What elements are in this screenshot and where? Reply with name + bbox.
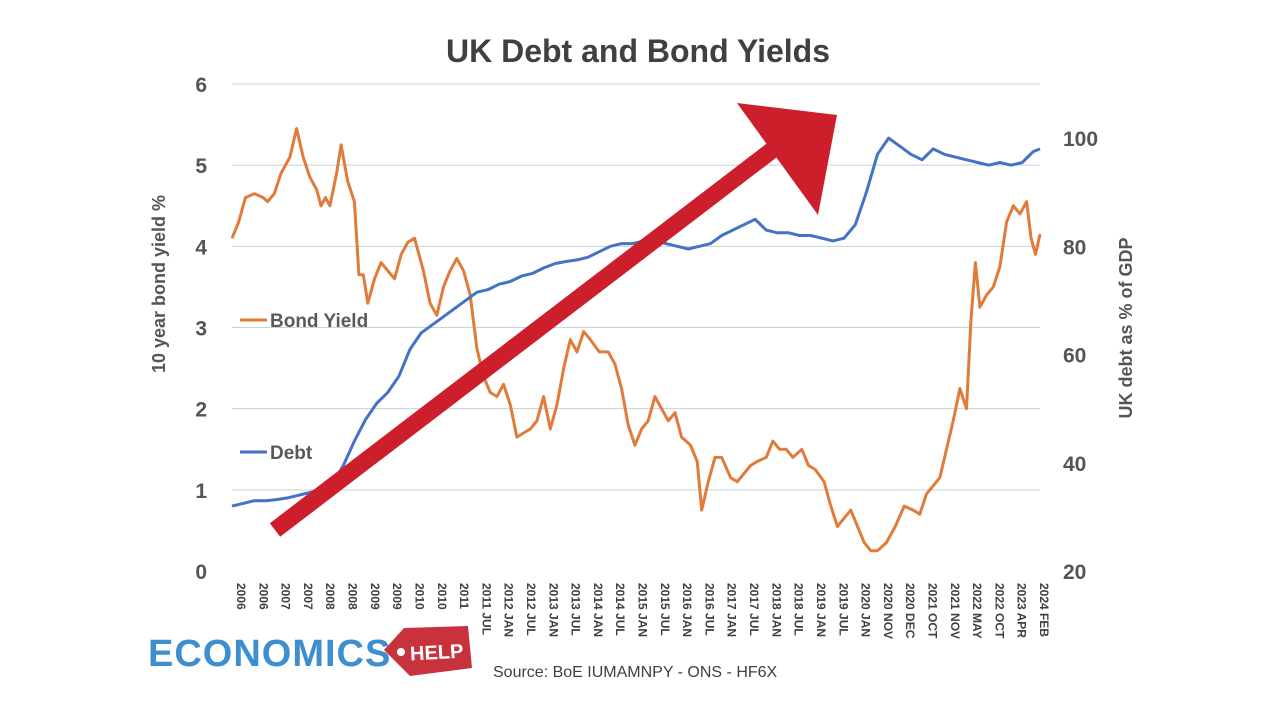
legend-label-debt: Debt xyxy=(270,443,313,464)
x-tick-label: 2020 JAN xyxy=(859,583,873,637)
left-tick-label: 6 xyxy=(195,74,207,97)
x-tick-label: 2021 NOV xyxy=(948,583,962,639)
x-tick-label: 2014 JUL xyxy=(613,583,627,636)
right-tick-label: 80 xyxy=(1063,236,1086,259)
x-tick-label: 2013 JAN xyxy=(546,583,560,637)
x-tick-label: 2007 xyxy=(301,583,315,610)
x-tick-label: 2009 xyxy=(368,583,382,610)
left-tick-label: 4 xyxy=(195,236,207,259)
x-tick-label: 2022 MAY xyxy=(970,583,984,639)
right-axis-title: UK debt as % of GDP xyxy=(1116,237,1136,418)
x-tick-label: 2012 JAN xyxy=(502,583,516,637)
x-tick-label: 2018 JAN xyxy=(769,583,783,637)
legend-debt: Debt xyxy=(240,443,313,464)
x-tick-label: 2007 xyxy=(279,583,293,610)
left-tick-label: 3 xyxy=(195,318,207,341)
left-tick-label: 0 xyxy=(195,561,207,584)
x-tick-label: 2012 JUL xyxy=(524,583,538,636)
x-tick-label: 2008 xyxy=(323,583,337,610)
left-tick-label: 2 xyxy=(195,399,207,422)
x-tick-label: 2008 xyxy=(346,583,360,610)
x-tick-label: 2021 OCT xyxy=(926,583,940,639)
source-note: Source: BoE IUMAMNPY - ONS - HF6X xyxy=(493,664,778,681)
left-axis-title: 10 year bond yield % xyxy=(149,195,169,373)
x-tick-label: 2015 JUL xyxy=(658,583,672,636)
x-tick-label: 2022 OCT xyxy=(992,583,1006,639)
left-tick-label: 1 xyxy=(195,480,207,503)
right-tick-label: 20 xyxy=(1063,561,1086,584)
x-tick-label: 2016 JAN xyxy=(680,583,694,637)
trend-arrow xyxy=(269,103,837,537)
right-tick-label: 100 xyxy=(1063,128,1098,151)
x-tick-label: 2017 JAN xyxy=(725,583,739,637)
x-tick-label: 2017 JUL xyxy=(747,583,761,636)
x-tick-label: 2016 JUL xyxy=(702,583,716,636)
logo-tag-hole xyxy=(397,648,405,656)
legend-bond-yield: Bond Yield xyxy=(240,311,368,332)
right-axis-ticks: 20 40 60 80 100 xyxy=(1063,128,1098,584)
x-tick-label: 2024 FEB xyxy=(1037,583,1051,637)
right-tick-label: 40 xyxy=(1063,453,1086,476)
x-tick-label: 2014 JAN xyxy=(591,583,605,637)
series-group xyxy=(230,127,1042,553)
right-tick-label: 60 xyxy=(1063,345,1086,368)
x-tick-label: 2010 xyxy=(412,583,426,610)
x-tick-label: 2020 DEC xyxy=(903,583,917,639)
legend-label-bond-yield: Bond Yield xyxy=(270,311,368,332)
x-tick-label: 2013 JUL xyxy=(569,583,583,636)
x-tick-label: 2011 JUL xyxy=(479,583,493,635)
x-tick-label: 2006 xyxy=(256,583,270,610)
logo-tag-text: HELP xyxy=(410,641,464,666)
x-tick-label: 2019 JAN xyxy=(814,583,828,637)
logo-main-text: ECONOMICS xyxy=(148,633,391,675)
x-tick-label: 2023 APR xyxy=(1015,583,1029,638)
x-tick-label: 2018 JUL xyxy=(792,583,806,636)
logo-tag-shape xyxy=(384,626,472,676)
x-tick-label: 2006 xyxy=(234,583,248,610)
x-tick-label: 2015 JAN xyxy=(636,583,650,637)
x-axis-ticks: 2006 2006 2007 2007 2008 2008 2009 2009 2010 2010… xyxy=(234,583,1051,639)
x-tick-label: 2019 JUL xyxy=(836,583,850,636)
chart-title: UK Debt and Bond Yields xyxy=(446,33,830,69)
x-tick-label: 2020 NOV xyxy=(881,583,895,639)
left-axis-ticks: 0 1 2 3 4 5 6 xyxy=(195,74,207,584)
x-tick-label: 2010 xyxy=(435,583,449,610)
grid-lines xyxy=(232,83,1040,491)
x-tick-label: 2011 xyxy=(457,583,471,609)
series-line-bond-yield xyxy=(230,127,1042,553)
economics-help-logo: ECONOMICS HELP xyxy=(148,626,472,676)
x-tick-label: 2009 xyxy=(390,583,404,610)
left-tick-label: 5 xyxy=(195,155,207,178)
